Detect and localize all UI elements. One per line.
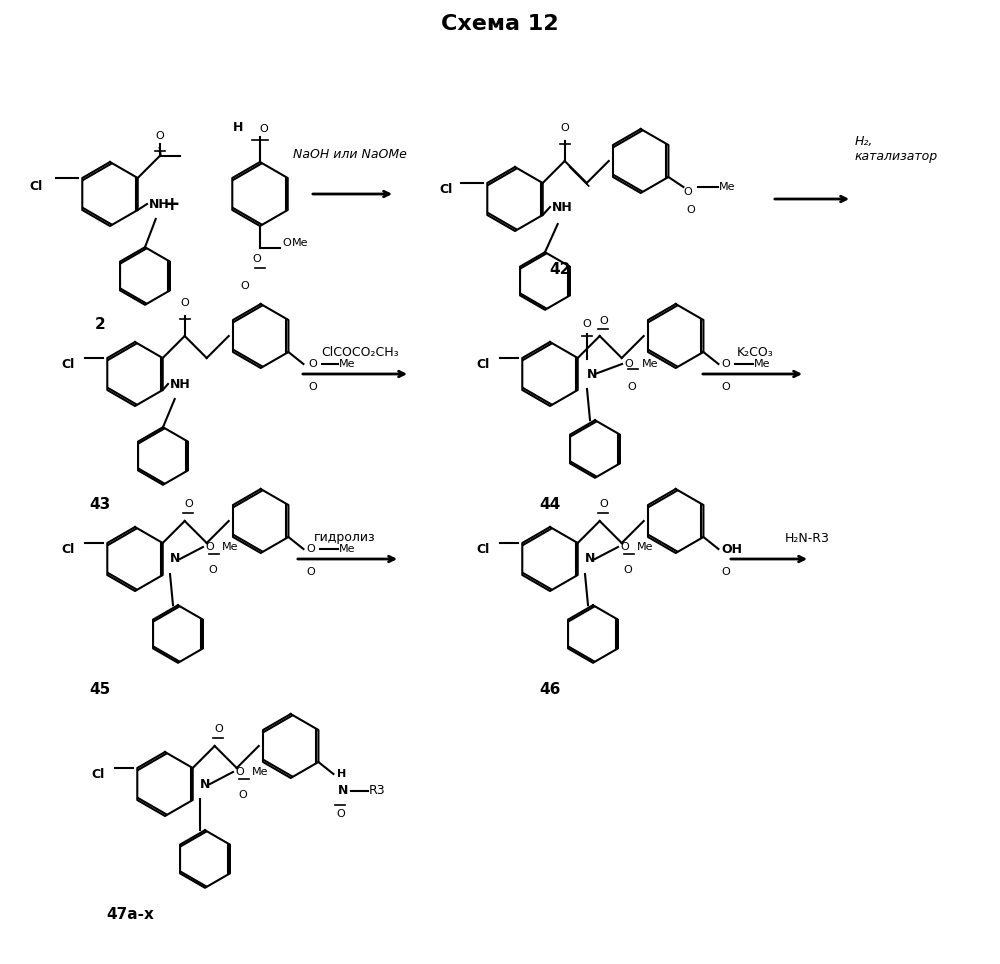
Text: O: O — [583, 319, 591, 329]
Text: H: H — [233, 121, 243, 134]
Text: O: O — [686, 205, 695, 215]
Text: O: O — [180, 298, 189, 308]
Text: Me: Me — [222, 542, 239, 552]
Text: Me: Me — [642, 359, 658, 369]
Text: O: O — [721, 382, 730, 392]
Text: O: O — [600, 316, 608, 326]
Text: O: O — [624, 359, 633, 369]
Text: Cl: Cl — [62, 358, 75, 370]
Text: O: O — [239, 790, 247, 800]
Text: N: N — [585, 552, 595, 566]
Text: O: O — [308, 382, 317, 392]
Text: 42: 42 — [549, 262, 571, 277]
Text: Me: Me — [338, 359, 355, 369]
Text: гидролиз: гидролиз — [314, 530, 376, 544]
Text: Me: Me — [252, 767, 269, 777]
Text: Me: Me — [753, 359, 770, 369]
Text: O: O — [241, 281, 249, 291]
Text: NH: NH — [170, 378, 191, 390]
Text: O: O — [185, 499, 193, 509]
Text: 43: 43 — [89, 497, 111, 512]
Text: O: O — [282, 238, 291, 248]
Text: 46: 46 — [539, 682, 561, 697]
Text: Cl: Cl — [30, 179, 43, 193]
Text: O: O — [235, 767, 244, 777]
Text: 45: 45 — [89, 682, 111, 697]
Text: Cl: Cl — [440, 182, 453, 196]
Text: Схема 12: Схема 12 — [441, 14, 559, 34]
Text: N: N — [200, 778, 210, 790]
Text: Cl: Cl — [477, 358, 490, 370]
Text: O: O — [620, 542, 629, 552]
Text: O: O — [624, 565, 632, 575]
Text: O: O — [306, 544, 315, 554]
Text: OH: OH — [721, 543, 742, 555]
Text: H: H — [337, 769, 347, 779]
Text: NH: NH — [149, 198, 170, 210]
Text: O: O — [260, 124, 268, 134]
Text: N: N — [170, 552, 180, 566]
Text: ClCOCO₂CH₃: ClCOCO₂CH₃ — [321, 345, 399, 359]
Text: K₂CO₃: K₂CO₃ — [737, 345, 773, 359]
Text: Me: Me — [637, 542, 654, 552]
Text: R3: R3 — [368, 785, 385, 797]
Text: O: O — [205, 542, 214, 552]
Text: O: O — [336, 809, 345, 819]
Text: O: O — [308, 359, 317, 369]
Text: N: N — [587, 367, 597, 381]
Text: N: N — [337, 785, 348, 797]
Text: Me: Me — [338, 544, 355, 554]
Text: O: O — [560, 123, 569, 133]
Text: O: O — [306, 567, 315, 577]
Text: O: O — [628, 382, 636, 392]
Text: Cl: Cl — [477, 543, 490, 555]
Text: H₂N-R3: H₂N-R3 — [785, 532, 830, 546]
Text: NH: NH — [552, 201, 573, 213]
Text: O: O — [253, 254, 261, 264]
Text: O: O — [155, 131, 164, 141]
Text: 44: 44 — [539, 497, 561, 512]
Text: Cl: Cl — [92, 767, 105, 781]
Text: Me: Me — [718, 182, 735, 192]
Text: O: O — [721, 567, 730, 577]
Text: H₂,
катализатор: H₂, катализатор — [855, 135, 938, 163]
Text: 2: 2 — [95, 317, 105, 332]
Text: O: O — [683, 187, 692, 197]
Text: Me: Me — [292, 238, 309, 248]
Text: NaOH или NaOMe: NaOH или NaOMe — [293, 147, 407, 160]
Text: O: O — [209, 565, 217, 575]
Text: O: O — [721, 359, 730, 369]
Text: +: + — [164, 195, 180, 213]
Text: O: O — [600, 499, 608, 509]
Text: Cl: Cl — [62, 543, 75, 555]
Text: 47а-х: 47а-х — [106, 907, 154, 922]
Text: O: O — [215, 724, 223, 734]
